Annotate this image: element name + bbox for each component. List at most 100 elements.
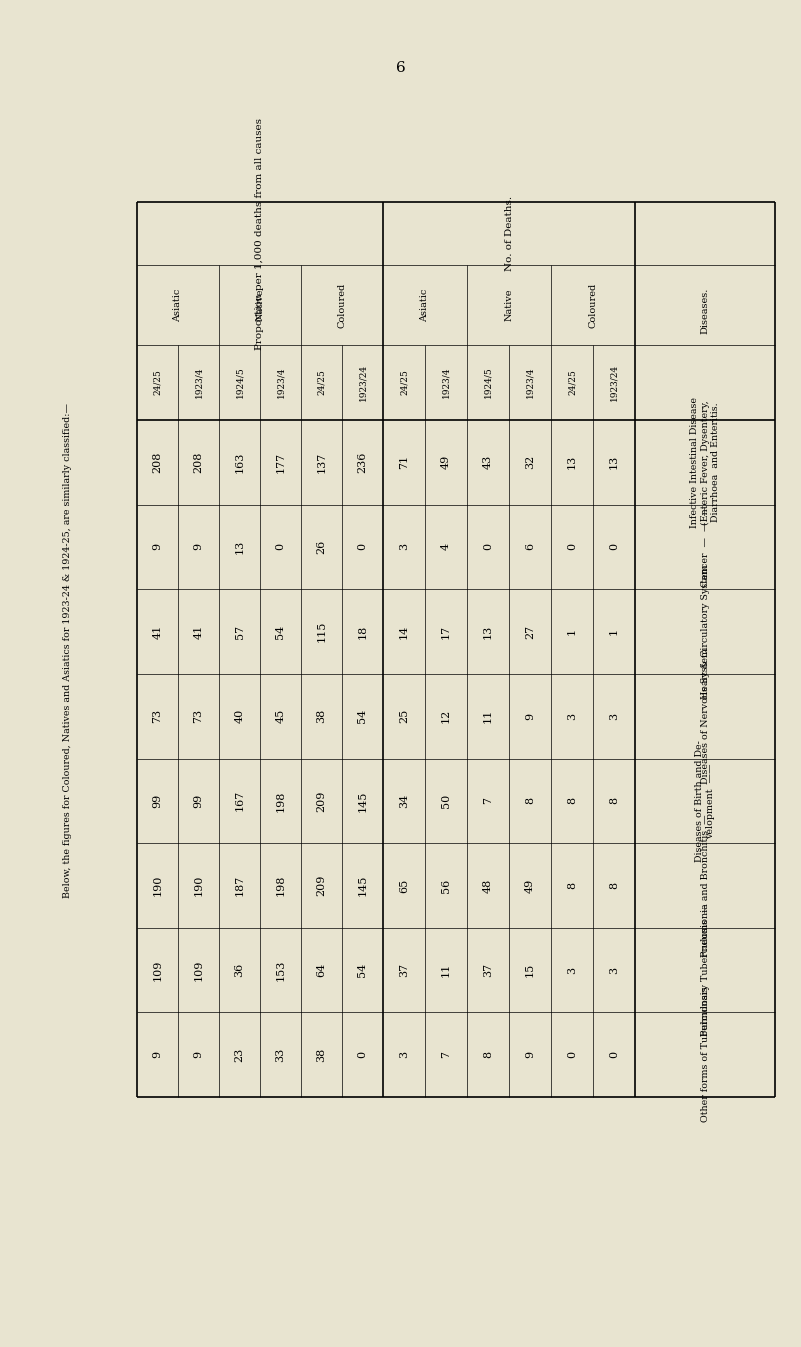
Text: 115: 115 (316, 621, 327, 643)
Text: 6: 6 (525, 543, 535, 551)
Text: Heart & Circulatory System: Heart & Circulatory System (701, 564, 710, 699)
Text: 8: 8 (567, 797, 577, 804)
Text: 190: 190 (152, 874, 163, 896)
Text: 3: 3 (567, 967, 577, 974)
Text: Diseases of Birth and De-
velopment  ——: Diseases of Birth and De- velopment —— (695, 740, 714, 862)
Text: 54: 54 (276, 625, 285, 638)
Text: 99: 99 (152, 793, 163, 808)
Text: 56: 56 (441, 878, 451, 893)
Text: 50: 50 (441, 793, 451, 808)
Text: No. of Deaths.: No. of Deaths. (505, 195, 513, 271)
Text: 1: 1 (609, 628, 619, 636)
Text: 25: 25 (399, 709, 409, 723)
Text: 9: 9 (194, 1051, 203, 1059)
Text: 65: 65 (399, 878, 409, 893)
Text: 8: 8 (609, 797, 619, 804)
Text: 9: 9 (525, 713, 535, 719)
Text: 4: 4 (441, 543, 451, 551)
Text: 8: 8 (483, 1051, 493, 1059)
Text: 24/25: 24/25 (153, 369, 162, 396)
Text: 13: 13 (235, 540, 244, 554)
Text: 48: 48 (483, 878, 493, 893)
Text: 73: 73 (152, 709, 163, 723)
Text: 38: 38 (316, 709, 327, 723)
Text: 109: 109 (152, 959, 163, 981)
Text: 27: 27 (525, 625, 535, 638)
Text: 3: 3 (609, 713, 619, 719)
Text: 38: 38 (316, 1048, 327, 1061)
Text: Pulmonary Tuberculosis  —: Pulmonary Tuberculosis — (701, 904, 710, 1036)
Text: Cancer  —  —  —: Cancer — — — (701, 506, 710, 587)
Text: 9: 9 (525, 1051, 535, 1059)
Text: 24/25: 24/25 (317, 369, 326, 396)
Text: 26: 26 (316, 540, 327, 554)
Text: 187: 187 (235, 874, 244, 896)
Text: 153: 153 (276, 959, 285, 981)
Text: 209: 209 (316, 791, 327, 811)
Text: 3: 3 (399, 1051, 409, 1059)
Text: 0: 0 (567, 543, 577, 551)
Text: 49: 49 (441, 455, 451, 470)
Text: 73: 73 (194, 709, 203, 723)
Text: 109: 109 (194, 959, 203, 981)
Text: 18: 18 (357, 625, 368, 638)
Text: 17: 17 (441, 625, 451, 638)
Text: Other forms of Tuberculosis: Other forms of Tuberculosis (701, 987, 710, 1122)
Text: 3: 3 (567, 713, 577, 719)
Text: 13: 13 (609, 455, 619, 470)
Text: 1924/5: 1924/5 (484, 366, 493, 399)
Text: 8: 8 (609, 882, 619, 889)
Text: Coloured: Coloured (589, 283, 598, 327)
Text: 37: 37 (483, 963, 493, 977)
Text: 6: 6 (396, 61, 406, 75)
Text: Infective Intestinal Disease
(Enteric Fever, Dysentery,
Diarrhoea  and Enteritis: Infective Intestinal Disease (Enteric Fe… (690, 397, 720, 528)
Text: 14: 14 (399, 625, 409, 638)
Text: 7: 7 (441, 1051, 451, 1059)
Text: 40: 40 (235, 709, 244, 723)
Text: 208: 208 (194, 451, 203, 473)
Text: 236: 236 (357, 451, 368, 473)
Text: 1923/24: 1923/24 (358, 364, 367, 401)
Text: 0: 0 (609, 543, 619, 551)
Text: 137: 137 (316, 451, 327, 473)
Text: 7: 7 (483, 797, 493, 804)
Text: Coloured: Coloured (337, 283, 347, 327)
Text: 54: 54 (357, 963, 368, 977)
Text: Diseases of Nervous System: Diseases of Nervous System (701, 648, 710, 784)
Text: 190: 190 (194, 874, 203, 896)
Text: 1924/5: 1924/5 (235, 366, 244, 399)
Text: 11: 11 (483, 709, 493, 723)
Text: 167: 167 (235, 791, 244, 811)
Text: 23: 23 (235, 1048, 244, 1061)
Text: 49: 49 (525, 878, 535, 893)
Text: 41: 41 (152, 625, 163, 638)
Text: 145: 145 (357, 874, 368, 896)
Text: 33: 33 (276, 1048, 285, 1061)
Text: 208: 208 (152, 451, 163, 473)
Text: 37: 37 (399, 963, 409, 977)
Text: 71: 71 (399, 455, 409, 469)
Text: 0: 0 (357, 1051, 368, 1059)
Text: 198: 198 (276, 791, 285, 811)
Text: 41: 41 (194, 625, 203, 638)
Text: Pneumonia and Bronchitis  —: Pneumonia and Bronchitis — (701, 814, 710, 956)
Text: 9: 9 (152, 1051, 163, 1059)
Text: 198: 198 (276, 874, 285, 896)
Text: 34: 34 (399, 793, 409, 808)
Text: 9: 9 (194, 543, 203, 551)
Text: 0: 0 (276, 543, 285, 551)
Text: 54: 54 (357, 709, 368, 723)
Text: Native: Native (505, 288, 513, 321)
Text: 209: 209 (316, 874, 327, 896)
Text: 32: 32 (525, 455, 535, 470)
Text: 9: 9 (152, 543, 163, 551)
Text: 12: 12 (441, 709, 451, 723)
Text: 45: 45 (276, 709, 285, 723)
Text: Native: Native (256, 288, 264, 321)
Text: Diseases.: Diseases. (701, 288, 710, 334)
Text: 163: 163 (235, 451, 244, 473)
Text: Proportion per 1,000 deaths from all causes: Proportion per 1,000 deaths from all cau… (256, 117, 264, 349)
Text: 145: 145 (357, 791, 368, 811)
Text: 1923/4: 1923/4 (525, 366, 534, 399)
Text: 8: 8 (525, 797, 535, 804)
